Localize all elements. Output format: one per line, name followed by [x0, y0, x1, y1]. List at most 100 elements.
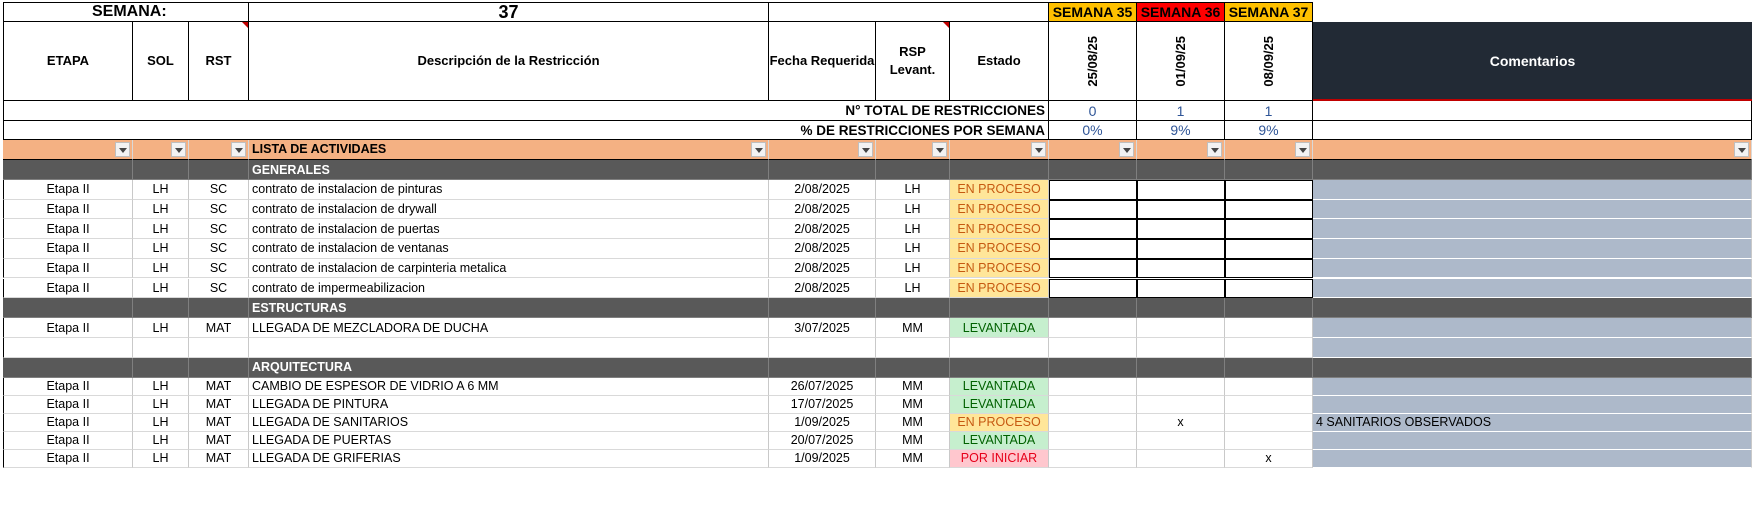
- cell-sol[interactable]: LH: [133, 395, 189, 414]
- total-comment-cell[interactable]: [1313, 101, 1752, 121]
- cell-sol[interactable]: LH: [133, 180, 189, 200]
- comment-cell[interactable]: 4 SANITARIOS OBSERVADOS: [1313, 413, 1752, 432]
- cell-rst[interactable]: SC: [189, 199, 249, 220]
- cell-desc[interactable]: LLEGADA DE PINTURA: [249, 395, 769, 414]
- cell-etapa[interactable]: Etapa II: [3, 318, 133, 338]
- cell-fecha[interactable]: 1/09/2025: [769, 413, 876, 432]
- cell-sol[interactable]: LH: [133, 258, 189, 279]
- cell-rst[interactable]: SC: [189, 258, 249, 279]
- cell-etapa[interactable]: Etapa II: [3, 278, 133, 299]
- cell-fecha[interactable]: 2/08/2025: [769, 278, 876, 299]
- cell-desc[interactable]: contrato de instalacion de carpinteria m…: [249, 258, 769, 279]
- week-mark-s36[interactable]: [1137, 239, 1225, 259]
- week-mark-s37[interactable]: x: [1225, 449, 1313, 468]
- cell-rsp[interactable]: [876, 337, 950, 358]
- cell-rst[interactable]: SC: [189, 278, 249, 299]
- total-week-36[interactable]: 1: [1137, 101, 1225, 121]
- status-badge[interactable]: EN PROCESO: [950, 258, 1049, 279]
- cell-desc[interactable]: contrato de instalacion de drywall: [249, 199, 769, 220]
- filter-dropdown-icon[interactable]: [171, 142, 186, 157]
- filter-dropdown-icon[interactable]: [115, 142, 130, 157]
- week-mark-s35[interactable]: [1049, 318, 1137, 338]
- cell-etapa[interactable]: Etapa II: [3, 449, 133, 468]
- cell-rst[interactable]: [189, 337, 249, 358]
- cell-rsp[interactable]: LH: [876, 219, 950, 240]
- cell-etapa[interactable]: Etapa II: [3, 180, 133, 200]
- cell-rsp[interactable]: MM: [876, 431, 950, 450]
- cell-fecha[interactable]: 2/08/2025: [769, 258, 876, 279]
- cell-etapa[interactable]: Etapa II: [3, 258, 133, 279]
- week-mark-s36[interactable]: x: [1137, 413, 1225, 432]
- week-mark-s36[interactable]: [1137, 337, 1225, 358]
- cell-sol[interactable]: LH: [133, 219, 189, 240]
- comment-cell[interactable]: [1313, 449, 1752, 468]
- week-mark-s35[interactable]: [1049, 239, 1137, 259]
- week-mark-s35[interactable]: [1049, 219, 1137, 240]
- cell-sol[interactable]: LH: [133, 413, 189, 432]
- week-mark-s36[interactable]: [1137, 180, 1225, 200]
- semana-value[interactable]: 37: [249, 2, 769, 22]
- comment-cell[interactable]: [1313, 395, 1752, 414]
- cell-etapa[interactable]: Etapa II: [3, 377, 133, 396]
- week-mark-s35[interactable]: [1049, 337, 1137, 358]
- comment-cell[interactable]: [1313, 278, 1752, 299]
- cell-sol[interactable]: LH: [133, 239, 189, 259]
- week-mark-s36[interactable]: [1137, 449, 1225, 468]
- cell-rst[interactable]: MAT: [189, 395, 249, 414]
- filter-cell-s36[interactable]: [1137, 140, 1225, 160]
- week-mark-s37[interactable]: [1225, 337, 1313, 358]
- cell-rsp[interactable]: LH: [876, 278, 950, 299]
- cell-fecha[interactable]: 2/08/2025: [769, 180, 876, 200]
- cell-sol[interactable]: LH: [133, 377, 189, 396]
- week-mark-s35[interactable]: [1049, 199, 1137, 220]
- status-badge[interactable]: EN PROCESO: [950, 219, 1049, 240]
- status-badge[interactable]: EN PROCESO: [950, 199, 1049, 220]
- week-mark-s35[interactable]: [1049, 449, 1137, 468]
- week-mark-s35[interactable]: [1049, 413, 1137, 432]
- filter-cell-estado[interactable]: [950, 140, 1049, 160]
- pct-week-36[interactable]: 9%: [1137, 121, 1225, 140]
- cell-etapa[interactable]: Etapa II: [3, 431, 133, 450]
- cell-rst[interactable]: MAT: [189, 413, 249, 432]
- cell-rsp[interactable]: LH: [876, 199, 950, 220]
- cell-etapa[interactable]: Etapa II: [3, 395, 133, 414]
- week-mark-s35[interactable]: [1049, 377, 1137, 396]
- cell-rst[interactable]: MAT: [189, 431, 249, 450]
- cell-rst[interactable]: SC: [189, 239, 249, 259]
- cell-fecha[interactable]: 20/07/2025: [769, 431, 876, 450]
- filter-dropdown-icon[interactable]: [1295, 142, 1310, 157]
- cell-fecha[interactable]: 2/08/2025: [769, 219, 876, 240]
- week-mark-s36[interactable]: [1137, 431, 1225, 450]
- status-badge[interactable]: LEVANTADA: [950, 377, 1049, 396]
- cell-desc[interactable]: contrato de instalacion de pinturas: [249, 180, 769, 200]
- filter-cell-sol[interactable]: [133, 140, 189, 160]
- filter-dropdown-icon[interactable]: [1734, 142, 1749, 157]
- week-mark-s37[interactable]: [1225, 395, 1313, 414]
- week-mark-s37[interactable]: [1225, 278, 1313, 299]
- cell-etapa[interactable]: [3, 337, 133, 358]
- cell-sol[interactable]: LH: [133, 449, 189, 468]
- cell-sol[interactable]: LH: [133, 431, 189, 450]
- filter-cell-desc[interactable]: LISTA DE ACTIVIDAES: [249, 140, 769, 160]
- status-badge[interactable]: POR INICIAR: [950, 449, 1049, 468]
- cell-desc[interactable]: LLEGADA DE MEZCLADORA DE DUCHA: [249, 318, 769, 338]
- total-week-35[interactable]: 0: [1049, 101, 1137, 121]
- cell-rsp[interactable]: MM: [876, 395, 950, 414]
- cell-fecha[interactable]: 2/08/2025: [769, 239, 876, 259]
- status-badge[interactable]: LEVANTADA: [950, 395, 1049, 414]
- cell-desc[interactable]: contrato de impermeabilizacion: [249, 278, 769, 299]
- week-mark-s37[interactable]: [1225, 199, 1313, 220]
- cell-rst[interactable]: SC: [189, 180, 249, 200]
- comment-cell[interactable]: [1313, 199, 1752, 220]
- comment-cell[interactable]: [1313, 318, 1752, 338]
- cell-fecha[interactable]: 26/07/2025: [769, 377, 876, 396]
- week-mark-s35[interactable]: [1049, 278, 1137, 299]
- week-mark-s37[interactable]: [1225, 377, 1313, 396]
- week-mark-s37[interactable]: [1225, 318, 1313, 338]
- blank-top-cell[interactable]: [769, 2, 1049, 22]
- cell-rsp[interactable]: LH: [876, 180, 950, 200]
- week-mark-s35[interactable]: [1049, 395, 1137, 414]
- cell-sol[interactable]: LH: [133, 199, 189, 220]
- comment-cell[interactable]: [1313, 258, 1752, 279]
- week-mark-s36[interactable]: [1137, 278, 1225, 299]
